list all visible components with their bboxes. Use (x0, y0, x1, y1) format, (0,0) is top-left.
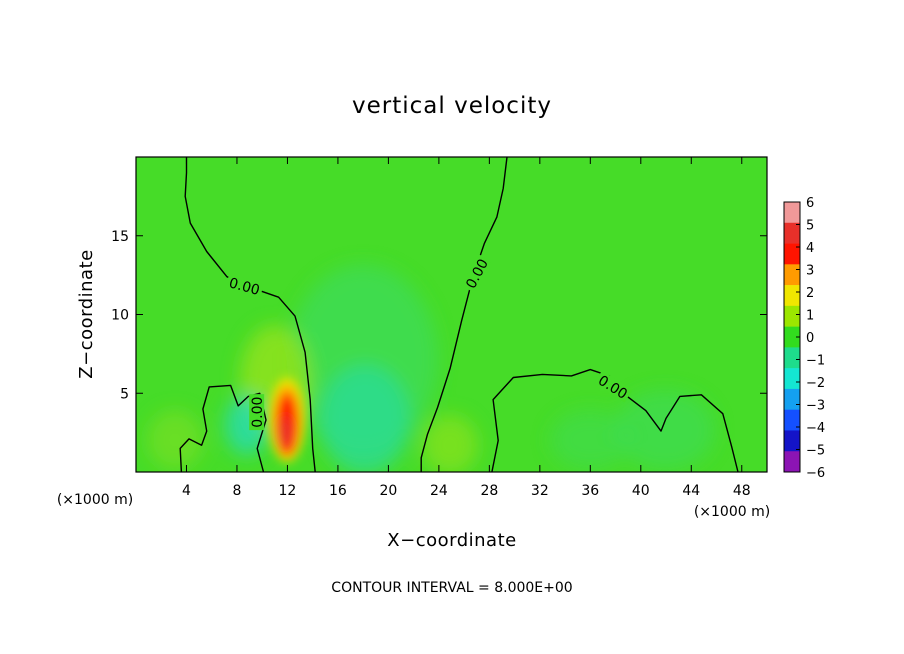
y-tick-label: 5 (120, 386, 129, 402)
colorbar-swatch (784, 326, 800, 348)
x-tick-label: 20 (379, 483, 397, 499)
x-tick-label: 24 (430, 483, 448, 499)
colorbar-swatch (784, 409, 800, 431)
x-axis-ticks: 4 8 12 16 20 24 28 32 36 40 44 48 (182, 157, 751, 499)
chart-title: vertical velocity (352, 93, 552, 119)
contour-label-gap (225, 273, 264, 298)
colorbar-swatch (784, 451, 800, 473)
colorbar-label: −5 (806, 444, 825, 459)
colorbar-label: 4 (806, 241, 814, 256)
colorbar-swatch (784, 285, 800, 307)
x-tick-label: 12 (279, 483, 297, 499)
colorbar-swatch (784, 368, 800, 390)
colorbar-label: 3 (806, 264, 814, 279)
contour-interval-note: CONTOUR INTERVAL = 8.000E+00 (331, 580, 572, 596)
x-tick-label: 40 (632, 483, 650, 499)
x-axis-label: X−coordinate (387, 530, 516, 551)
colorbar-label: −2 (806, 376, 825, 391)
x-tick-label: 28 (480, 483, 498, 499)
x-tick-label: 44 (682, 483, 700, 499)
colorbar-label: −1 (806, 354, 825, 369)
x-tick-label: 16 (329, 483, 347, 499)
x-tick-label: 48 (733, 483, 751, 499)
colorbar-label: −4 (806, 421, 825, 436)
x-tick-label: 8 (232, 483, 241, 499)
colorbar-swatch (784, 430, 800, 452)
y-tick-label: 15 (111, 229, 129, 245)
zero-contours: 0.00 0.000.000.00 (179, 157, 739, 472)
contour-line (420, 157, 508, 472)
colorbar-swatch (784, 243, 800, 265)
x-tick-label: 4 (182, 483, 191, 499)
contour-label-gap (249, 394, 265, 431)
colorbar-label: 6 (806, 196, 814, 211)
colorbar-label: −3 (806, 399, 825, 414)
contour-label: 0.00 (250, 397, 266, 428)
colorbar-label: 5 (806, 219, 814, 234)
colorbar-swatch (784, 388, 800, 410)
colorbar-swatch (784, 264, 800, 286)
colorbar-label: 0 (806, 331, 814, 346)
colorbar-swatch (784, 202, 800, 224)
x-tick-label: 32 (531, 483, 549, 499)
x-unit-label-left: (×1000 m) (57, 492, 133, 508)
colorbar-swatch (784, 305, 800, 327)
colorbar-label: −6 (806, 466, 825, 481)
x-unit-label-right: (×1000 m) (694, 504, 770, 520)
contour-line (179, 384, 267, 472)
x-tick-label: 36 (581, 483, 599, 499)
updraft-core (269, 378, 305, 462)
contour-label: 0.00 (227, 275, 261, 299)
contour-label-gap (461, 253, 492, 293)
y-axis-ticks: 5 10 15 (111, 229, 767, 402)
colorbar: 6 5 4 3 2 1 0 −1 −2 −3 −4 −5 −6 (783, 196, 825, 481)
colorbar-swatch (784, 347, 800, 369)
colorbar-label: 1 (806, 309, 814, 324)
y-axis-label: Z−coordinate (76, 249, 97, 378)
colorbar-label: 2 (806, 286, 814, 301)
contour-label-gap (594, 370, 633, 403)
y-tick-label: 10 (111, 308, 129, 324)
plot-area: 0.00 0.000.000.00 (136, 157, 767, 472)
colorbar-swatch (784, 222, 800, 244)
